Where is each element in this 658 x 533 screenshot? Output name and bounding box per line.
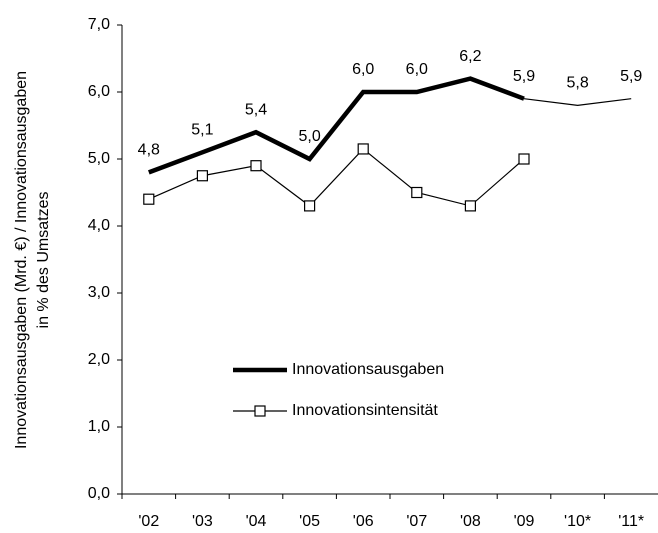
data-label: 4,8	[138, 142, 160, 159]
data-label: 6,0	[352, 61, 374, 78]
legend-label: Innovationsintensität	[292, 402, 438, 419]
marker	[196, 170, 208, 182]
x-tick-label: '07	[406, 513, 427, 530]
y-tick-label: 3,0	[88, 284, 110, 301]
data-label: 5,8	[566, 75, 588, 92]
x-tick-label: '02	[138, 513, 159, 530]
marker	[357, 143, 369, 155]
x-tick-label: '11*	[618, 513, 644, 530]
data-label: 5,9	[620, 68, 642, 85]
data-label: 6,2	[459, 48, 481, 65]
legend-label: Innovationsausgaben	[292, 361, 444, 378]
x-tick-label: '04	[246, 513, 267, 530]
x-tick-label: '03	[192, 513, 213, 530]
data-label: 6,0	[406, 61, 428, 78]
x-tick-label: '06	[353, 513, 374, 530]
line	[523, 98, 632, 107]
x-tick-label: '08	[460, 513, 481, 530]
line	[148, 76, 525, 175]
y-tick-label: 7,0	[88, 16, 110, 33]
marker	[464, 200, 476, 212]
y-axis-label: Innovationsausgaben (Mrd. €) / Innovatio…	[13, 71, 30, 449]
marker	[143, 193, 155, 205]
legend-marker	[254, 405, 266, 417]
y-tick-label: 5,0	[88, 150, 110, 167]
y-tick-label: 4,0	[88, 217, 110, 234]
x-tick-label: '05	[299, 513, 320, 530]
y-tick-label: 0,0	[88, 485, 110, 502]
data-label: 5,9	[513, 68, 535, 85]
marker	[411, 186, 423, 199]
line	[148, 148, 525, 207]
y-tick-label: 6,0	[88, 83, 110, 100]
y-tick-label: 1,0	[88, 418, 110, 435]
marker	[518, 153, 530, 165]
data-label: 5,4	[245, 101, 267, 118]
marker	[250, 160, 262, 172]
x-tick-label: '09	[514, 513, 535, 530]
data-label: 5,1	[191, 122, 213, 139]
marker	[304, 200, 316, 212]
y-tick-label: 2,0	[88, 351, 110, 368]
y-axis-label: in % des Umsatzes	[35, 192, 52, 329]
x-tick-label: '10*	[564, 513, 591, 530]
data-label: 5,0	[298, 128, 320, 145]
